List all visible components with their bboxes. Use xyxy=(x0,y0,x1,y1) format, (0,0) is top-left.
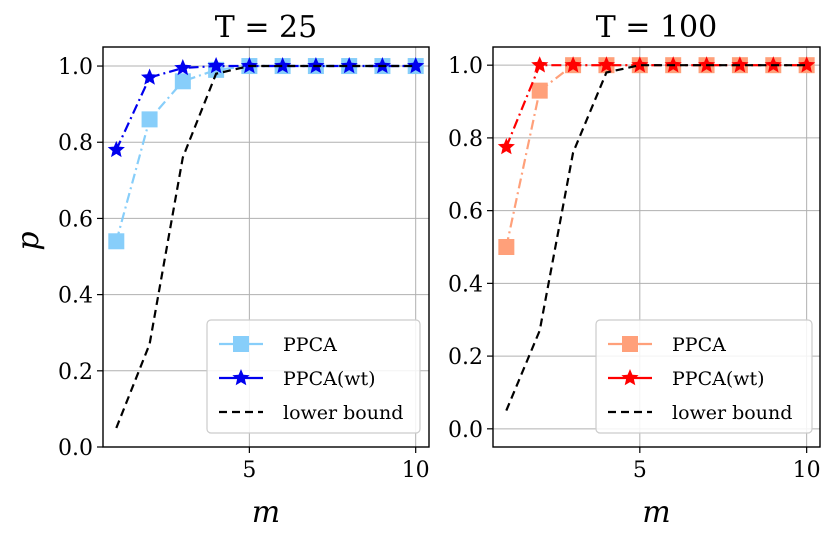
series-line-1 xyxy=(505,64,807,148)
data-point-s0-0 xyxy=(498,239,515,255)
y-tick-label-5: 1.0 xyxy=(58,55,93,80)
data-point-s0-2 xyxy=(174,73,191,90)
y-tick-label-4: 0.8 xyxy=(448,127,483,152)
x-axis-label: m xyxy=(252,495,280,530)
data-point-s0-0 xyxy=(108,233,125,250)
legend-box xyxy=(206,319,421,434)
y-tick-label-0: 0.0 xyxy=(448,418,483,443)
y-tick-label-0: 0.0 xyxy=(58,436,93,461)
y-tick-label-2: 0.4 xyxy=(58,284,93,309)
x-axis-label: m xyxy=(642,495,670,530)
axes-frame xyxy=(492,46,821,448)
x-tick-label-1: 10 xyxy=(793,458,821,483)
legend-marker-0 xyxy=(233,336,249,352)
data-point-s0-1 xyxy=(141,111,158,128)
y-tick-label-3: 0.6 xyxy=(448,200,483,225)
x-tick-label-0: 5 xyxy=(242,458,256,483)
data-point-s1-9 xyxy=(407,57,425,74)
data-point-s1-5 xyxy=(274,57,292,74)
data-point-s1-1 xyxy=(141,68,159,85)
data-point-s1-0 xyxy=(497,138,515,155)
y-axis-label: p xyxy=(11,231,46,250)
chart-panel-t100: 5 10 0.0 0.2 0.4 0.6 0.8 1.0 T = 100 m PPCA PPCA(wt… xyxy=(448,10,821,530)
y-tick-label-1: 0.2 xyxy=(448,345,483,370)
data-point-s1-9 xyxy=(798,56,816,73)
legend-label-0: PPCA xyxy=(672,334,726,356)
legend-label-2: lower bound xyxy=(672,402,792,424)
x-tick-label-1: 10 xyxy=(402,458,430,483)
series-line-0 xyxy=(115,64,416,242)
legend-box xyxy=(595,319,813,434)
legend-marker-1 xyxy=(232,369,250,386)
data-point-s1-3 xyxy=(207,57,225,74)
legend-label-1: PPCA(wt) xyxy=(672,368,765,390)
data-point-s1-2 xyxy=(174,59,192,76)
legend-label-1: PPCA(wt) xyxy=(283,368,376,390)
legend-marker-0 xyxy=(622,336,638,352)
chart-title: T = 100 xyxy=(596,10,717,45)
series-line-2 xyxy=(115,64,416,429)
data-point-s1-4 xyxy=(631,56,649,73)
series-line-1 xyxy=(115,64,416,151)
legend-label-0: PPCA xyxy=(283,334,337,356)
legend-marker-1 xyxy=(621,369,639,386)
legend-label-2: lower bound xyxy=(283,402,403,424)
data-point-s0-1 xyxy=(531,82,548,99)
y-tick-label-4: 0.8 xyxy=(58,131,93,156)
y-tick-label-5: 1.0 xyxy=(448,54,483,79)
y-tick-label-3: 0.6 xyxy=(58,207,93,232)
data-point-s1-3 xyxy=(597,56,615,73)
data-point-s1-7 xyxy=(340,57,358,74)
chart-panel-t25: 5 10 0.0 0.2 0.4 0.6 0.8 1.0 T = 25 m p PPCA PPCA(wt… xyxy=(11,10,430,530)
data-point-s1-1 xyxy=(531,56,549,73)
axes-frame xyxy=(102,46,430,448)
series-line-0 xyxy=(505,64,807,248)
y-tick-label-2: 0.4 xyxy=(448,272,483,297)
x-tick-label-0: 5 xyxy=(633,458,647,483)
data-point-s1-2 xyxy=(564,56,582,73)
chart-title: T = 25 xyxy=(215,10,317,45)
y-tick-label-1: 0.2 xyxy=(58,360,93,385)
data-point-s1-0 xyxy=(107,140,125,158)
series-line-2 xyxy=(505,64,807,412)
